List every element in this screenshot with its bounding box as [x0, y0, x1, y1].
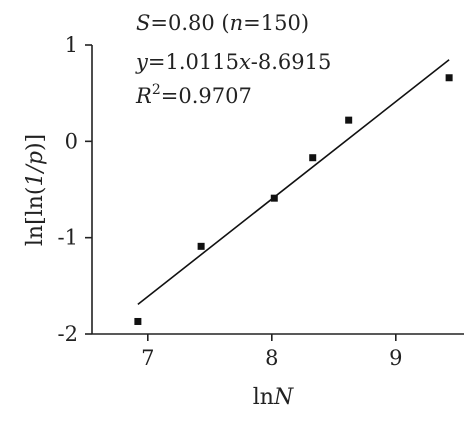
annotation-eq-x: x — [239, 50, 251, 74]
y-axis-title-suffix: )] — [23, 134, 48, 151]
y-axis-title: ln[ln(1/p)] — [23, 134, 48, 246]
annotation-eq-mid: =1.0115 — [148, 50, 239, 74]
data-point-0 — [134, 317, 142, 325]
marks-layer: 7 8 9 -2 -1 0 1 — [58, 33, 453, 370]
y-tick-label-3: 1 — [65, 33, 78, 57]
data-point-3 — [309, 154, 317, 162]
data-point-2 — [270, 194, 278, 202]
x-tick-label-2: 9 — [389, 346, 402, 370]
data-point-5 — [445, 74, 453, 82]
y-tick-label-0: -2 — [58, 322, 78, 346]
x-axis-title-base: ln — [253, 385, 274, 410]
annotation-sample-size: S=0.80 (n=150) — [136, 11, 309, 35]
regression-line — [137, 59, 450, 305]
annotation-r-sup: 2 — [152, 82, 161, 98]
annotation-eq-end: -8.6915 — [251, 50, 332, 74]
y-axis-title-prefix: ln[ln( — [23, 187, 48, 247]
annotation-s-val: =0.80 ( — [150, 11, 229, 35]
data-point-1 — [197, 242, 205, 250]
annotation-eq-y: y — [135, 50, 149, 74]
y-axis-title-italic: 1/p — [23, 151, 48, 187]
x-tick-label-1: 8 — [265, 346, 278, 370]
annotation-n-val: =150) — [243, 11, 309, 35]
annotation-s-var: S — [136, 11, 150, 35]
y-tick-label-1: -1 — [58, 226, 78, 250]
annotation-regression-equation: y=1.0115x-8.6915 — [135, 50, 331, 74]
annotation-r-squared: R2=0.9707 — [135, 82, 252, 108]
annotation-n-var: n — [230, 11, 244, 35]
x-axis-title: lnN — [253, 385, 294, 410]
annotation-r-var: R — [135, 84, 152, 108]
x-tick-label-0: 7 — [141, 346, 154, 370]
data-point-4 — [345, 116, 353, 124]
x-axis-title-var: N — [273, 385, 294, 410]
annotation-r-val: =0.9707 — [161, 84, 252, 108]
y-tick-label-2: 0 — [65, 129, 78, 153]
